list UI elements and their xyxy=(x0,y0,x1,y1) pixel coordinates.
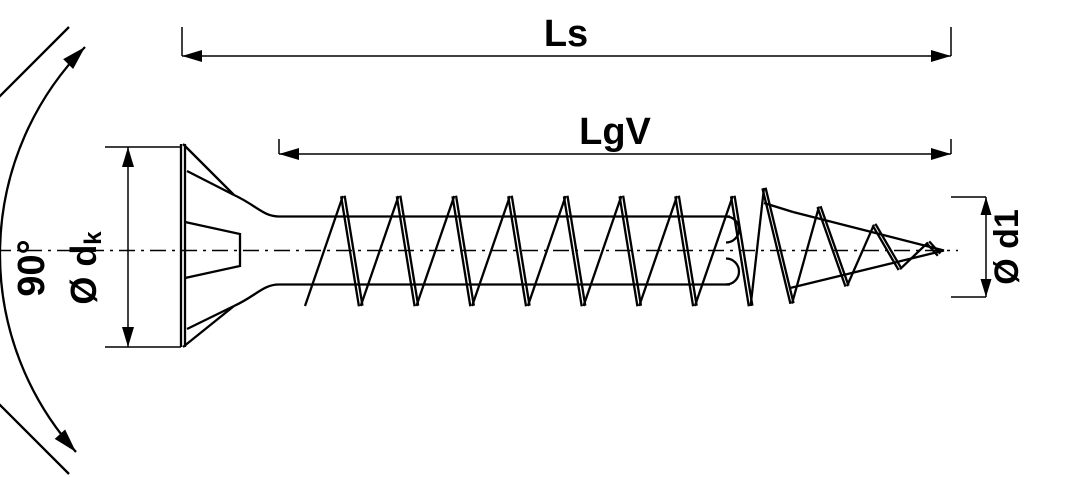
svg-text:90°: 90° xyxy=(11,239,53,296)
svg-text:Ø d1: Ø d1 xyxy=(988,209,1026,285)
svg-text:LgV: LgV xyxy=(579,111,651,153)
svg-text:Ls: Ls xyxy=(544,13,588,55)
